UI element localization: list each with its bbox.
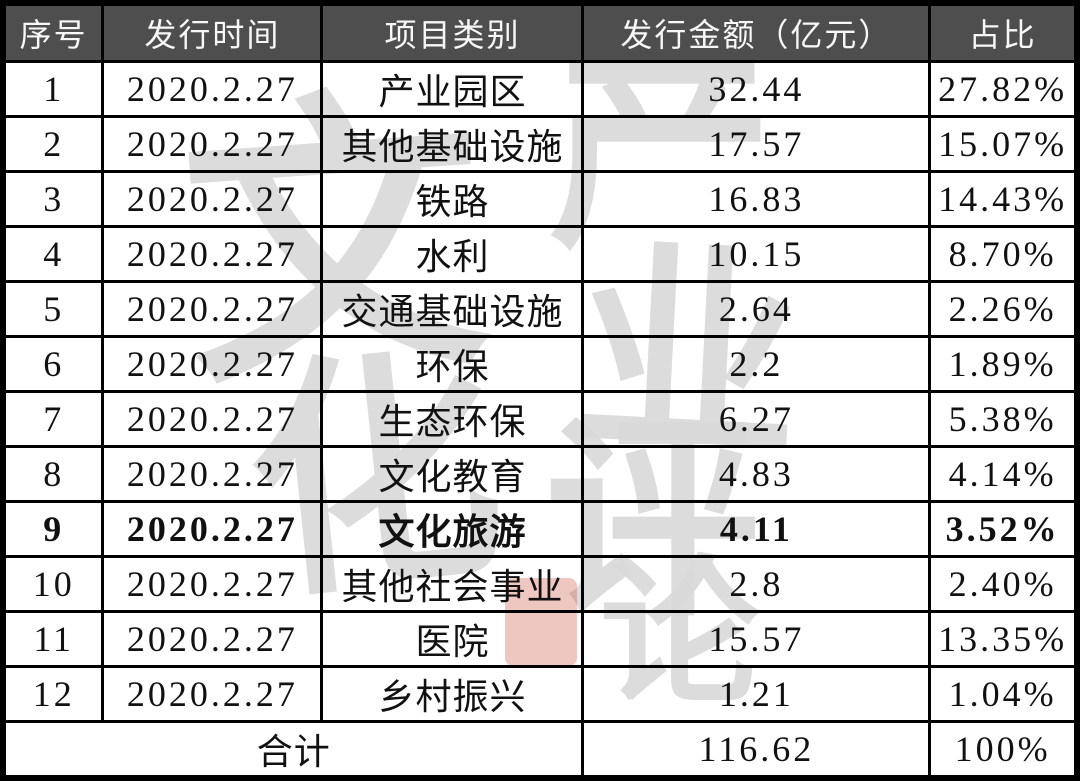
cell-category: 环保 <box>320 335 585 393</box>
cell-amount: 16.83 <box>581 170 932 228</box>
cell-serial: 8 <box>1 445 105 503</box>
table-row: 5 2020.2.27 交通基础设施 2.64 2.26% <box>1 280 1079 338</box>
table-row: 6 2020.2.27 环保 2.2 1.89% <box>1 335 1079 393</box>
cell-amount: 2.8 <box>581 555 932 613</box>
total-row: 合计 116.62 100% <box>1 720 1079 780</box>
table-row-highlighted: 9 2020.2.27 文化旅游 4.11 3.52% <box>1 500 1079 558</box>
total-label: 合计 <box>1 720 585 780</box>
cell-date: 2020.2.27 <box>101 225 324 283</box>
table-row: 8 2020.2.27 文化教育 4.83 4.14% <box>1 445 1079 503</box>
cell-serial: 5 <box>1 280 105 338</box>
cell-amount: 4.83 <box>581 445 932 503</box>
cell-serial: 12 <box>1 665 105 723</box>
col-header-date: 发行时间 <box>101 1 324 63</box>
cell-share: 27.82% <box>928 60 1079 118</box>
col-header-serial: 序号 <box>1 1 105 63</box>
cell-amount: 10.15 <box>581 225 932 283</box>
cell-share: 4.14% <box>928 445 1079 503</box>
cell-share: 14.43% <box>928 170 1079 228</box>
cell-amount: 15.57 <box>581 610 932 668</box>
cell-date: 2020.2.27 <box>101 445 324 503</box>
cell-category: 文化教育 <box>320 445 585 503</box>
cell-amount: 2.64 <box>581 280 932 338</box>
cell-category: 生态环保 <box>320 390 585 448</box>
cell-serial: 6 <box>1 335 105 393</box>
cell-category: 水利 <box>320 225 585 283</box>
total-amount: 116.62 <box>581 720 932 780</box>
table-row: 7 2020.2.27 生态环保 6.27 5.38% <box>1 390 1079 448</box>
header-row: 序号 发行时间 项目类别 发行金额（亿元） 占比 <box>1 1 1079 63</box>
cell-date: 2020.2.27 <box>101 555 324 613</box>
cell-category: 其他社会事业 <box>320 555 585 613</box>
cell-amount: 6.27 <box>581 390 932 448</box>
cell-share: 1.04% <box>928 665 1079 723</box>
cell-share: 2.26% <box>928 280 1079 338</box>
col-header-category: 项目类别 <box>320 1 585 63</box>
cell-share: 1.89% <box>928 335 1079 393</box>
cell-date: 2020.2.27 <box>101 170 324 228</box>
cell-date: 2020.2.27 <box>101 390 324 448</box>
cell-share: 5.38% <box>928 390 1079 448</box>
cell-share: 3.52% <box>928 500 1079 558</box>
cell-serial: 4 <box>1 225 105 283</box>
table-row: 4 2020.2.27 水利 10.15 8.70% <box>1 225 1079 283</box>
cell-category: 交通基础设施 <box>320 280 585 338</box>
cell-share: 2.40% <box>928 555 1079 613</box>
cell-share: 15.07% <box>928 115 1079 173</box>
cell-share: 13.35% <box>928 610 1079 668</box>
cell-amount: 17.57 <box>581 115 932 173</box>
cell-serial: 9 <box>1 500 105 558</box>
table-row: 12 2020.2.27 乡村振兴 1.21 1.04% <box>1 665 1079 723</box>
cell-date: 2020.2.27 <box>101 335 324 393</box>
cell-serial: 3 <box>1 170 105 228</box>
table-row: 1 2020.2.27 产业园区 32.44 27.82% <box>1 60 1079 118</box>
cell-serial: 7 <box>1 390 105 448</box>
cell-amount: 4.11 <box>581 500 932 558</box>
cell-serial: 1 <box>1 60 105 118</box>
cell-date: 2020.2.27 <box>101 500 324 558</box>
cell-amount: 1.21 <box>581 665 932 723</box>
cell-date: 2020.2.27 <box>101 610 324 668</box>
cell-category: 医院 <box>320 610 585 668</box>
total-share: 100% <box>928 720 1079 780</box>
cell-category: 产业园区 <box>320 60 585 118</box>
cell-amount: 2.2 <box>581 335 932 393</box>
cell-date: 2020.2.27 <box>101 280 324 338</box>
table-row: 2 2020.2.27 其他基础设施 17.57 15.07% <box>1 115 1079 173</box>
cell-category: 其他基础设施 <box>320 115 585 173</box>
cell-date: 2020.2.27 <box>101 60 324 118</box>
cell-category: 乡村振兴 <box>320 665 585 723</box>
table-row: 3 2020.2.27 铁路 16.83 14.43% <box>1 170 1079 228</box>
table-row: 11 2020.2.27 医院 15.57 13.35% <box>1 610 1079 668</box>
cell-serial: 2 <box>1 115 105 173</box>
col-header-amount: 发行金额（亿元） <box>581 1 932 63</box>
cell-serial: 10 <box>1 555 105 613</box>
cell-category: 铁路 <box>320 170 585 228</box>
cell-serial: 11 <box>1 610 105 668</box>
table-row: 10 2020.2.27 其他社会事业 2.8 2.40% <box>1 555 1079 613</box>
col-header-share: 占比 <box>928 1 1079 63</box>
cell-share: 8.70% <box>928 225 1079 283</box>
cell-date: 2020.2.27 <box>101 665 324 723</box>
cell-category: 文化旅游 <box>320 500 585 558</box>
cell-amount: 32.44 <box>581 60 932 118</box>
cell-date: 2020.2.27 <box>101 115 324 173</box>
